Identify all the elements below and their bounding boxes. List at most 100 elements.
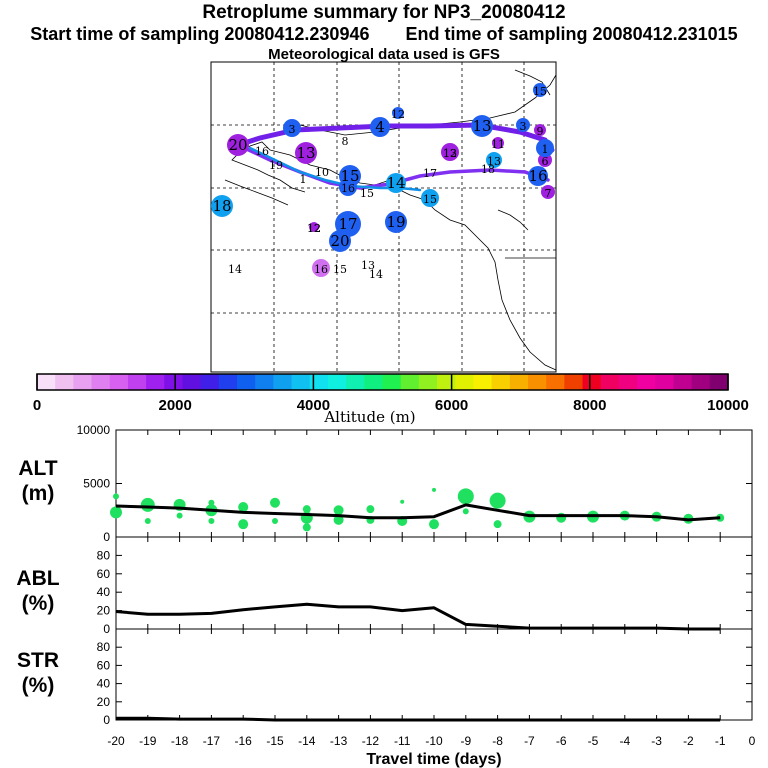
sampling-times: Start time of sampling 20080412.230946 E…: [0, 24, 768, 45]
x-axis-label: Travel time (days): [366, 751, 501, 768]
x-tick-label: -8: [492, 734, 503, 748]
colorbar-swatch: [509, 374, 529, 390]
y-tick-label: 40: [97, 677, 111, 691]
colorbar-swatch: [237, 374, 256, 390]
altitude-spread-point: [302, 523, 311, 532]
colorbar-tick-label: 2000: [159, 397, 192, 414]
panel-label: ALT: [18, 457, 57, 480]
colorbar-swatch: [600, 374, 620, 390]
plume-circle: [528, 166, 548, 186]
x-tick-label: -14: [298, 734, 316, 748]
colorbar-swatch: [400, 374, 420, 390]
x-tick-label: -6: [556, 734, 567, 748]
altitude-spread-point: [270, 497, 280, 508]
day-label: 12: [443, 147, 457, 160]
colorbar-tick-label: 0: [33, 397, 41, 414]
y-tick-label: 20: [97, 604, 111, 618]
panel-label: ABL: [16, 567, 59, 590]
series-line: [115, 602, 721, 631]
y-tick-label: 0: [103, 530, 110, 544]
colorbar-ticks: 0 2000 4000 6000 8000 10000: [33, 374, 749, 414]
altitude-spread-point: [272, 517, 278, 524]
plume-circle: [516, 118, 530, 132]
colorbar-swatch: [618, 374, 638, 390]
plume-circle: [492, 137, 504, 149]
day-label: 1: [542, 143, 549, 156]
plume-circle: [370, 117, 390, 137]
plume-circle: [441, 143, 459, 161]
day-label: 17: [423, 167, 437, 180]
trajectory-north: [235, 122, 555, 153]
colorbar-swatches: [37, 374, 729, 390]
x-tick-label: -15: [266, 734, 284, 748]
altitude-spread-point: [144, 517, 151, 524]
day-label: 20: [228, 136, 247, 154]
colorbar-swatch: [564, 374, 584, 390]
colorbar-swatch: [255, 374, 274, 390]
plume-circle: [471, 115, 493, 137]
x-tick-label: -2: [683, 734, 694, 748]
colorbar-swatch: [109, 374, 129, 390]
x-tick-label: -11: [394, 734, 411, 748]
panel-unit-label: (%): [22, 592, 55, 615]
altitude-spread-point: [140, 497, 155, 512]
colorbar-swatch: [146, 374, 165, 390]
altitude-spread-point: [462, 508, 469, 515]
colorbar-label: Altitude (m): [323, 408, 415, 426]
day-label: 18: [481, 163, 495, 176]
day-label: 6: [542, 155, 549, 168]
altitude-spread-point: [302, 505, 311, 514]
map-gridlines: [211, 62, 556, 372]
colorbar-swatch: [418, 374, 438, 390]
y-tick-label: 80: [97, 548, 111, 562]
altitude-spread-point: [400, 499, 405, 504]
x-tick-label: -10: [425, 734, 443, 748]
altitude-spread-point: [429, 519, 439, 530]
altitude-spread-point: [176, 512, 183, 519]
y-tick-label: 60: [97, 658, 111, 672]
colorbar-swatch: [455, 374, 474, 390]
day-label: 14: [386, 174, 405, 192]
day-label: 20: [330, 232, 349, 250]
colorbar-swatch: [127, 374, 147, 390]
altitude-spread-point: [208, 517, 215, 524]
x-tick-label: -18: [171, 734, 189, 748]
plume-circle: [339, 178, 357, 196]
colorbar-swatch: [73, 374, 93, 390]
colorbar-swatch: [273, 374, 293, 390]
plume-circle: [486, 152, 502, 168]
y-tick-label: 20: [97, 695, 111, 709]
end-time-label: End time of sampling 20080412.231015: [405, 24, 738, 44]
colorbar-swatch: [491, 374, 511, 390]
altitude-spread-point: [333, 514, 344, 525]
day-label: 13: [443, 147, 457, 160]
plume-circle: [283, 119, 301, 137]
plume-circle: [533, 83, 547, 97]
colorbar-swatch: [37, 374, 56, 390]
colorbar-swatch: [655, 374, 674, 390]
day-label: 13: [487, 155, 501, 168]
day-label: 16: [528, 167, 547, 185]
panel-alt: 0 5000 10000 ALT(m): [18, 423, 753, 544]
colorbar-swatch: [164, 374, 183, 390]
day-label: 18: [212, 197, 231, 215]
colorbar-swatch: [346, 374, 365, 390]
altitude-spread-point: [110, 506, 122, 519]
day-label: 4: [375, 118, 385, 136]
colorbar-tick-label: 8000: [573, 397, 606, 414]
altitude-spread-point: [238, 502, 249, 513]
day-label: 12: [391, 108, 405, 121]
day-label: 13: [296, 144, 315, 162]
colorbar-swatch: [637, 374, 656, 390]
day-label: 15: [333, 263, 347, 276]
x-tick-label: -9: [460, 734, 471, 748]
x-tick-label: -16: [235, 734, 253, 748]
panel-frame: [115, 536, 753, 630]
panel-frame: [115, 628, 753, 721]
x-tick-label: -13: [330, 734, 348, 748]
y-tick-label: 10000: [77, 423, 111, 437]
plume-circle: [534, 124, 546, 136]
day-label: 16: [314, 263, 328, 276]
colorbar-swatch: [309, 374, 329, 390]
